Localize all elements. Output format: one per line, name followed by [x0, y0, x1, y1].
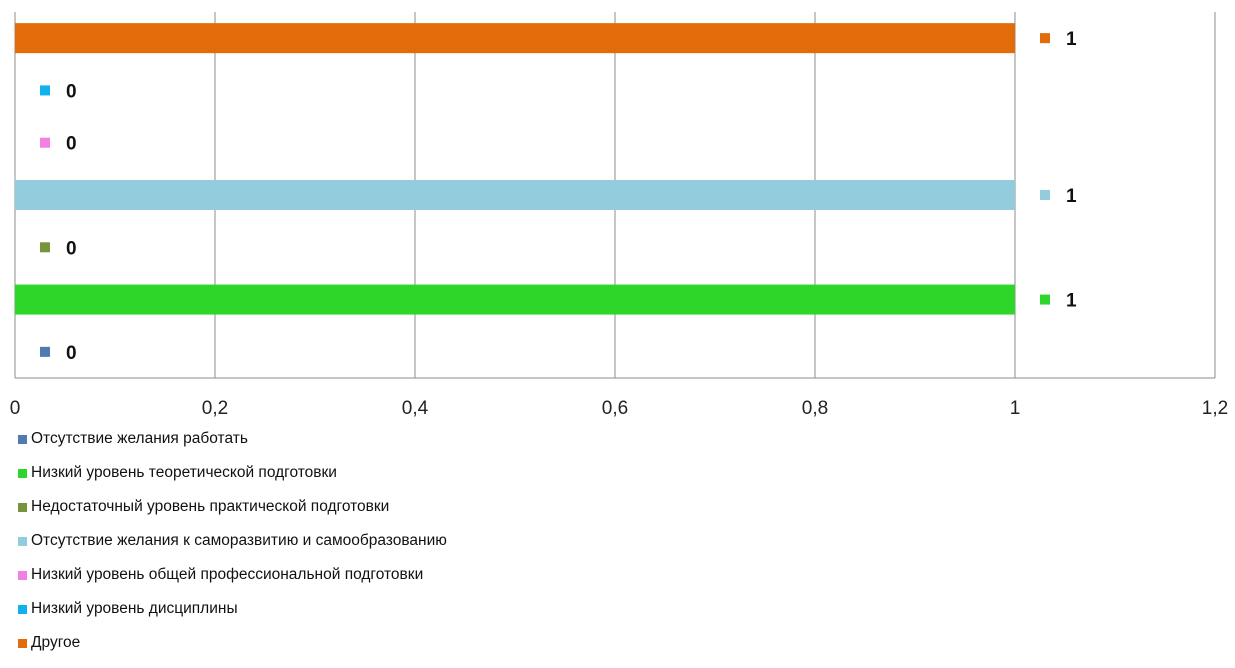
data-label: 0	[66, 134, 77, 155]
x-tick-label: 0,6	[602, 398, 628, 419]
data-label-marker	[40, 242, 50, 253]
legend-item: Отсутствие желания к саморазвитию и само…	[18, 524, 447, 558]
data-label-marker	[1040, 33, 1050, 44]
data-label: 0	[66, 343, 77, 364]
legend-label: Отсутствие желания к саморазвитию и само…	[31, 532, 447, 549]
data-label: 0	[66, 238, 77, 259]
bars	[15, 23, 1015, 315]
legend-item: Другое	[18, 626, 447, 660]
bar	[15, 180, 1015, 210]
x-tick-label: 0,8	[802, 398, 828, 419]
legend-swatch	[18, 638, 27, 648]
data-label-marker	[40, 137, 50, 148]
data-label-marker	[1040, 294, 1050, 305]
data-label-marker	[40, 346, 50, 357]
data-label-marker	[1040, 190, 1050, 200]
data-label: 1	[1066, 29, 1077, 50]
legend-swatch	[18, 468, 27, 478]
bar-chart: 0 1 0 1 0 0 1 0 0,2 0,4 0,6 0,8 1 1,2	[10, 12, 1229, 419]
x-axis-ticks: 0 0,2 0,4 0,6 0,8 1 1,2	[10, 398, 1229, 419]
legend-label: Низкий уровень дисциплины	[31, 600, 238, 617]
bar	[15, 284, 1015, 315]
legend-label: Низкий уровень общей профессиональной по…	[31, 566, 424, 583]
legend-label: Другое	[31, 634, 81, 651]
legend-label: Недостаточный уровень практической подго…	[31, 498, 390, 515]
legend-swatch	[18, 604, 27, 614]
x-tick-label: 0,4	[402, 398, 429, 419]
bar	[15, 23, 1015, 54]
x-tick-label: 1	[1010, 398, 1021, 419]
legend-swatch	[18, 434, 27, 444]
data-labels: 0 1 0 1 0 0 1	[40, 29, 1077, 364]
legend-item: Низкий уровень теоретической подготовки	[18, 456, 447, 490]
legend-swatch	[18, 502, 27, 512]
legend-swatch	[18, 570, 27, 580]
legend-label: Низкий уровень теоретической подготовки	[31, 464, 337, 481]
legend-item: Низкий уровень дисциплины	[18, 592, 447, 626]
data-label-marker	[40, 85, 50, 96]
data-label: 1	[1066, 291, 1077, 312]
legend-label: Отсутствие желания работать	[31, 430, 248, 447]
legend: Отсутствие желания работать Низкий уровен…	[18, 422, 447, 660]
legend-item: Недостаточный уровень практической подго…	[18, 490, 447, 524]
x-tick-label: 1,2	[1202, 398, 1228, 419]
legend-swatch	[18, 536, 27, 546]
data-label: 1	[1066, 186, 1077, 207]
legend-item: Отсутствие желания работать	[18, 422, 447, 456]
x-tick-label: 0	[10, 398, 21, 419]
legend-item: Низкий уровень общей профессиональной по…	[18, 558, 447, 592]
data-label: 0	[66, 81, 77, 102]
x-tick-label: 0,2	[202, 398, 228, 419]
